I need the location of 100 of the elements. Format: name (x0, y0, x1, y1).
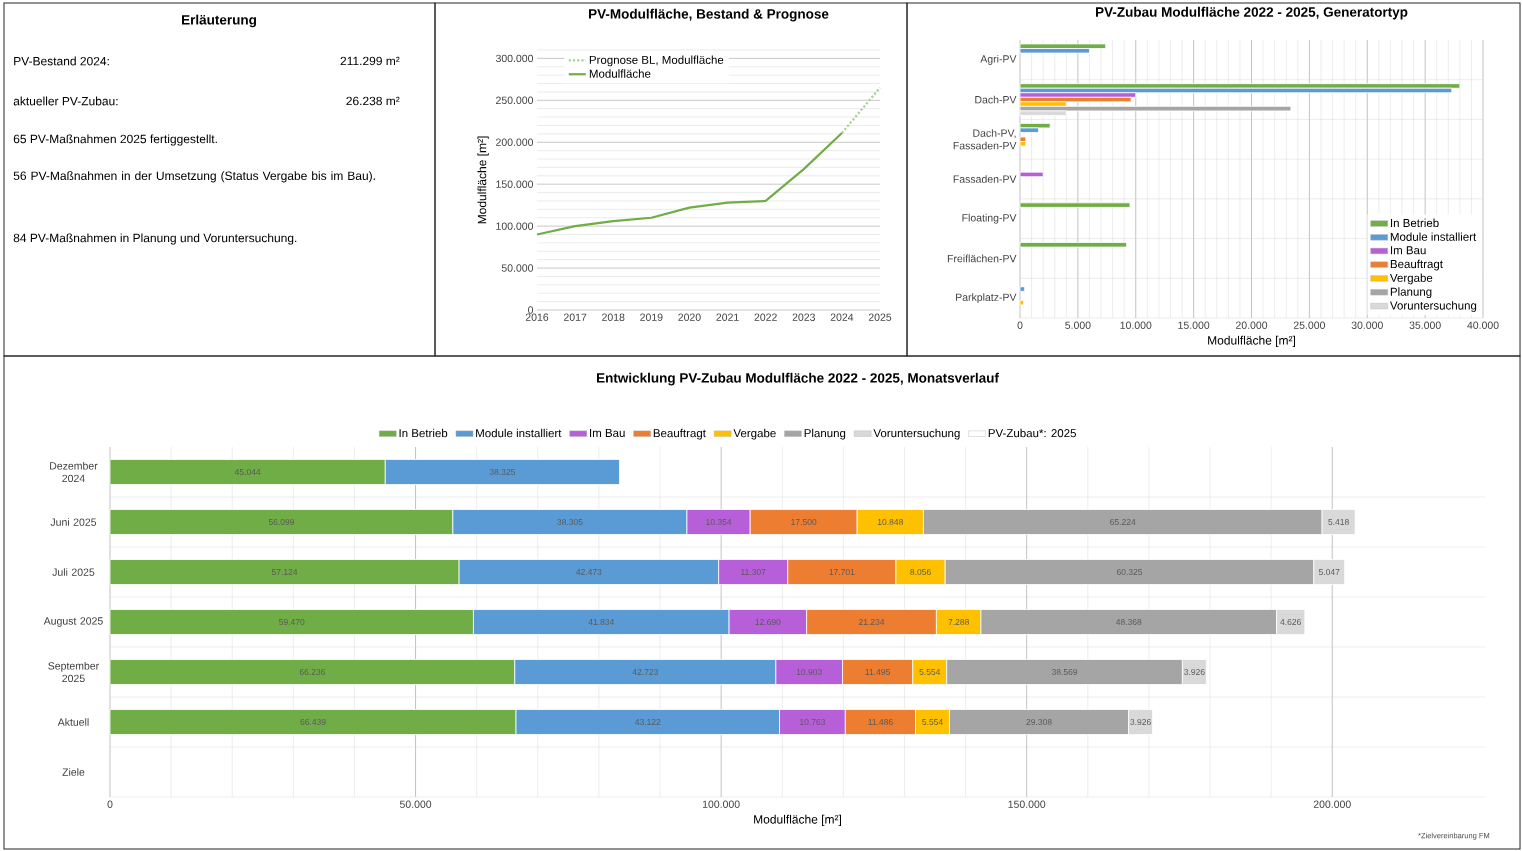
legend-label: Prognose BL, Modulfläche (589, 55, 724, 67)
x-tick-label: 20.000 (1235, 321, 1268, 329)
x-tick-label: 2025 (868, 313, 892, 321)
x-tick-label: 15.000 (1178, 321, 1210, 329)
x-tick-label: 2019 (640, 313, 663, 321)
x-tick-label: 30.000 (1351, 321, 1383, 329)
legend-label: Module installiert (1390, 232, 1477, 241)
legend-label: Im Bau (1391, 246, 1426, 255)
legend-label: Planung (1390, 287, 1432, 299)
data-label: 56.099 (268, 519, 295, 526)
legend-label: Planung (804, 428, 846, 440)
y-tick-label: 50.000 (501, 264, 534, 272)
data-label: 3.926 (1184, 669, 1205, 676)
y-tick-label: Floating-PV (962, 213, 1017, 224)
data-label: 66.236 (299, 669, 326, 676)
x-tick-label: 2021 (716, 313, 739, 321)
legend-label: Vergabe (1389, 273, 1433, 285)
x-tick-label: 200.000 (1313, 800, 1351, 808)
x-tick-label: 0 (107, 800, 113, 808)
text: 65 PV-Maßnahmen 2025 fertiggestellt. (13, 134, 217, 146)
data-label: 42.473 (576, 569, 602, 576)
x-tick-label: 35.000 (1409, 321, 1441, 329)
legend-label: Module installiert (476, 428, 562, 438)
x-tick-label: 10.000 (1120, 321, 1152, 329)
legend-label: Modulfläche (589, 69, 651, 78)
data-label: 3.926 (1130, 719, 1151, 726)
bar (1019, 202, 1131, 208)
x-tick-label: 5.000 (1065, 321, 1091, 329)
bar (1019, 105, 1292, 112)
data-label: 11.486 (868, 719, 893, 726)
text: PV-Bestand 2024: (14, 56, 109, 66)
legend-label: Beauftragt (653, 428, 706, 440)
y-tick-label: Juli 2025 (52, 568, 95, 576)
y-tick-label: 300.000 (495, 54, 534, 63)
data-label: 11.307 (741, 569, 766, 576)
data-label: 38.305 (557, 519, 583, 526)
bar (1019, 122, 1051, 129)
y-tick-label: 200.000 (496, 138, 534, 146)
data-label: 42.723 (632, 669, 658, 676)
legend-label: Im Bau (590, 428, 625, 437)
legend-label: PV-Zubau*: 2025 (988, 428, 1076, 438)
y-tick-label: Dach-PV (975, 95, 1017, 104)
data-label: 59.470 (279, 619, 305, 626)
text: aktueller PV-Zubau: (13, 96, 118, 106)
data-label: 4.626 (1280, 619, 1301, 626)
y-tick-label: 150.000 (496, 180, 534, 188)
data-label: 17.701 (829, 569, 855, 576)
y-tick-label: Freiflächen-PV (947, 254, 1017, 263)
chart-title: PV-Modulfläche, Bestand & Prognose (589, 8, 829, 22)
y-tick-label: August 2025 (43, 617, 103, 627)
x-tick-label: 2017 (563, 313, 587, 321)
y-axis-title: Modulfläche [m²] (477, 136, 489, 224)
x-tick-label: 25.000 (1293, 321, 1326, 329)
legend-label: In Betrieb (399, 428, 448, 438)
x-axis-title: Modulfläche [m²] (754, 814, 841, 827)
legend-label: Beauftragt (1390, 259, 1443, 271)
x-tick-label: 2018 (602, 313, 625, 321)
y-tick-label: Dezember 2024 (50, 461, 98, 483)
data-label: 11.495 (865, 669, 890, 676)
x-tick-label: 2023 (792, 313, 815, 321)
data-label: 5.047 (1318, 569, 1340, 576)
data-label: 66.439 (300, 719, 326, 726)
y-tick-label: 250.000 (496, 96, 534, 105)
x-axis-title: Modulfläche [m²] (1208, 335, 1295, 348)
y-tick-label: 0 (528, 306, 534, 314)
legend-label: Voruntersuchung (873, 428, 960, 440)
data-label: 38.325 (489, 469, 516, 475)
data-label: 5.554 (919, 669, 941, 675)
y-tick-label: Parkplatz-PV (956, 293, 1017, 304)
data-label: 17.500 (791, 519, 817, 526)
x-tick-label: 2020 (678, 313, 701, 321)
data-label: 60.325 (1116, 569, 1143, 576)
x-tick-label: 40.000 (1467, 321, 1499, 329)
data-label: 5.554 (922, 719, 943, 725)
data-label: 41.834 (588, 619, 615, 626)
data-label: 10.903 (796, 669, 822, 676)
y-tick-label: Ziele (62, 768, 85, 776)
y-tick-label: 100.000 (496, 222, 534, 230)
legend-label: In Betrieb (1391, 218, 1439, 228)
text: 84 PV-Maßnahmen in Planung und Voruntersuchung. (13, 233, 297, 245)
data-label: 57.124 (271, 569, 298, 576)
line-series (535, 131, 843, 236)
bar (1019, 171, 1044, 178)
data-label: 43.122 (634, 719, 661, 726)
y-tick-label: September 2025 (48, 661, 99, 683)
data-label: 38.569 (1051, 669, 1078, 676)
text: 211.299 m² (340, 56, 400, 66)
data-label: 5.418 (1328, 519, 1349, 526)
data-label: 10.848 (877, 519, 903, 526)
x-tick-label: 2024 (830, 313, 854, 321)
data-label: 29.308 (1026, 719, 1052, 726)
bar (1019, 242, 1127, 248)
bar (1019, 300, 1024, 306)
x-tick-label: 100.000 (702, 800, 740, 808)
data-label: 8.056 (910, 569, 931, 576)
x-tick-label: 2022 (754, 313, 777, 321)
data-label: 10.354 (706, 519, 732, 526)
data-label: 21.234 (858, 619, 885, 626)
y-tick-label: Aktuell (57, 718, 89, 726)
y-tick-label: Juni 2025 (50, 518, 97, 526)
